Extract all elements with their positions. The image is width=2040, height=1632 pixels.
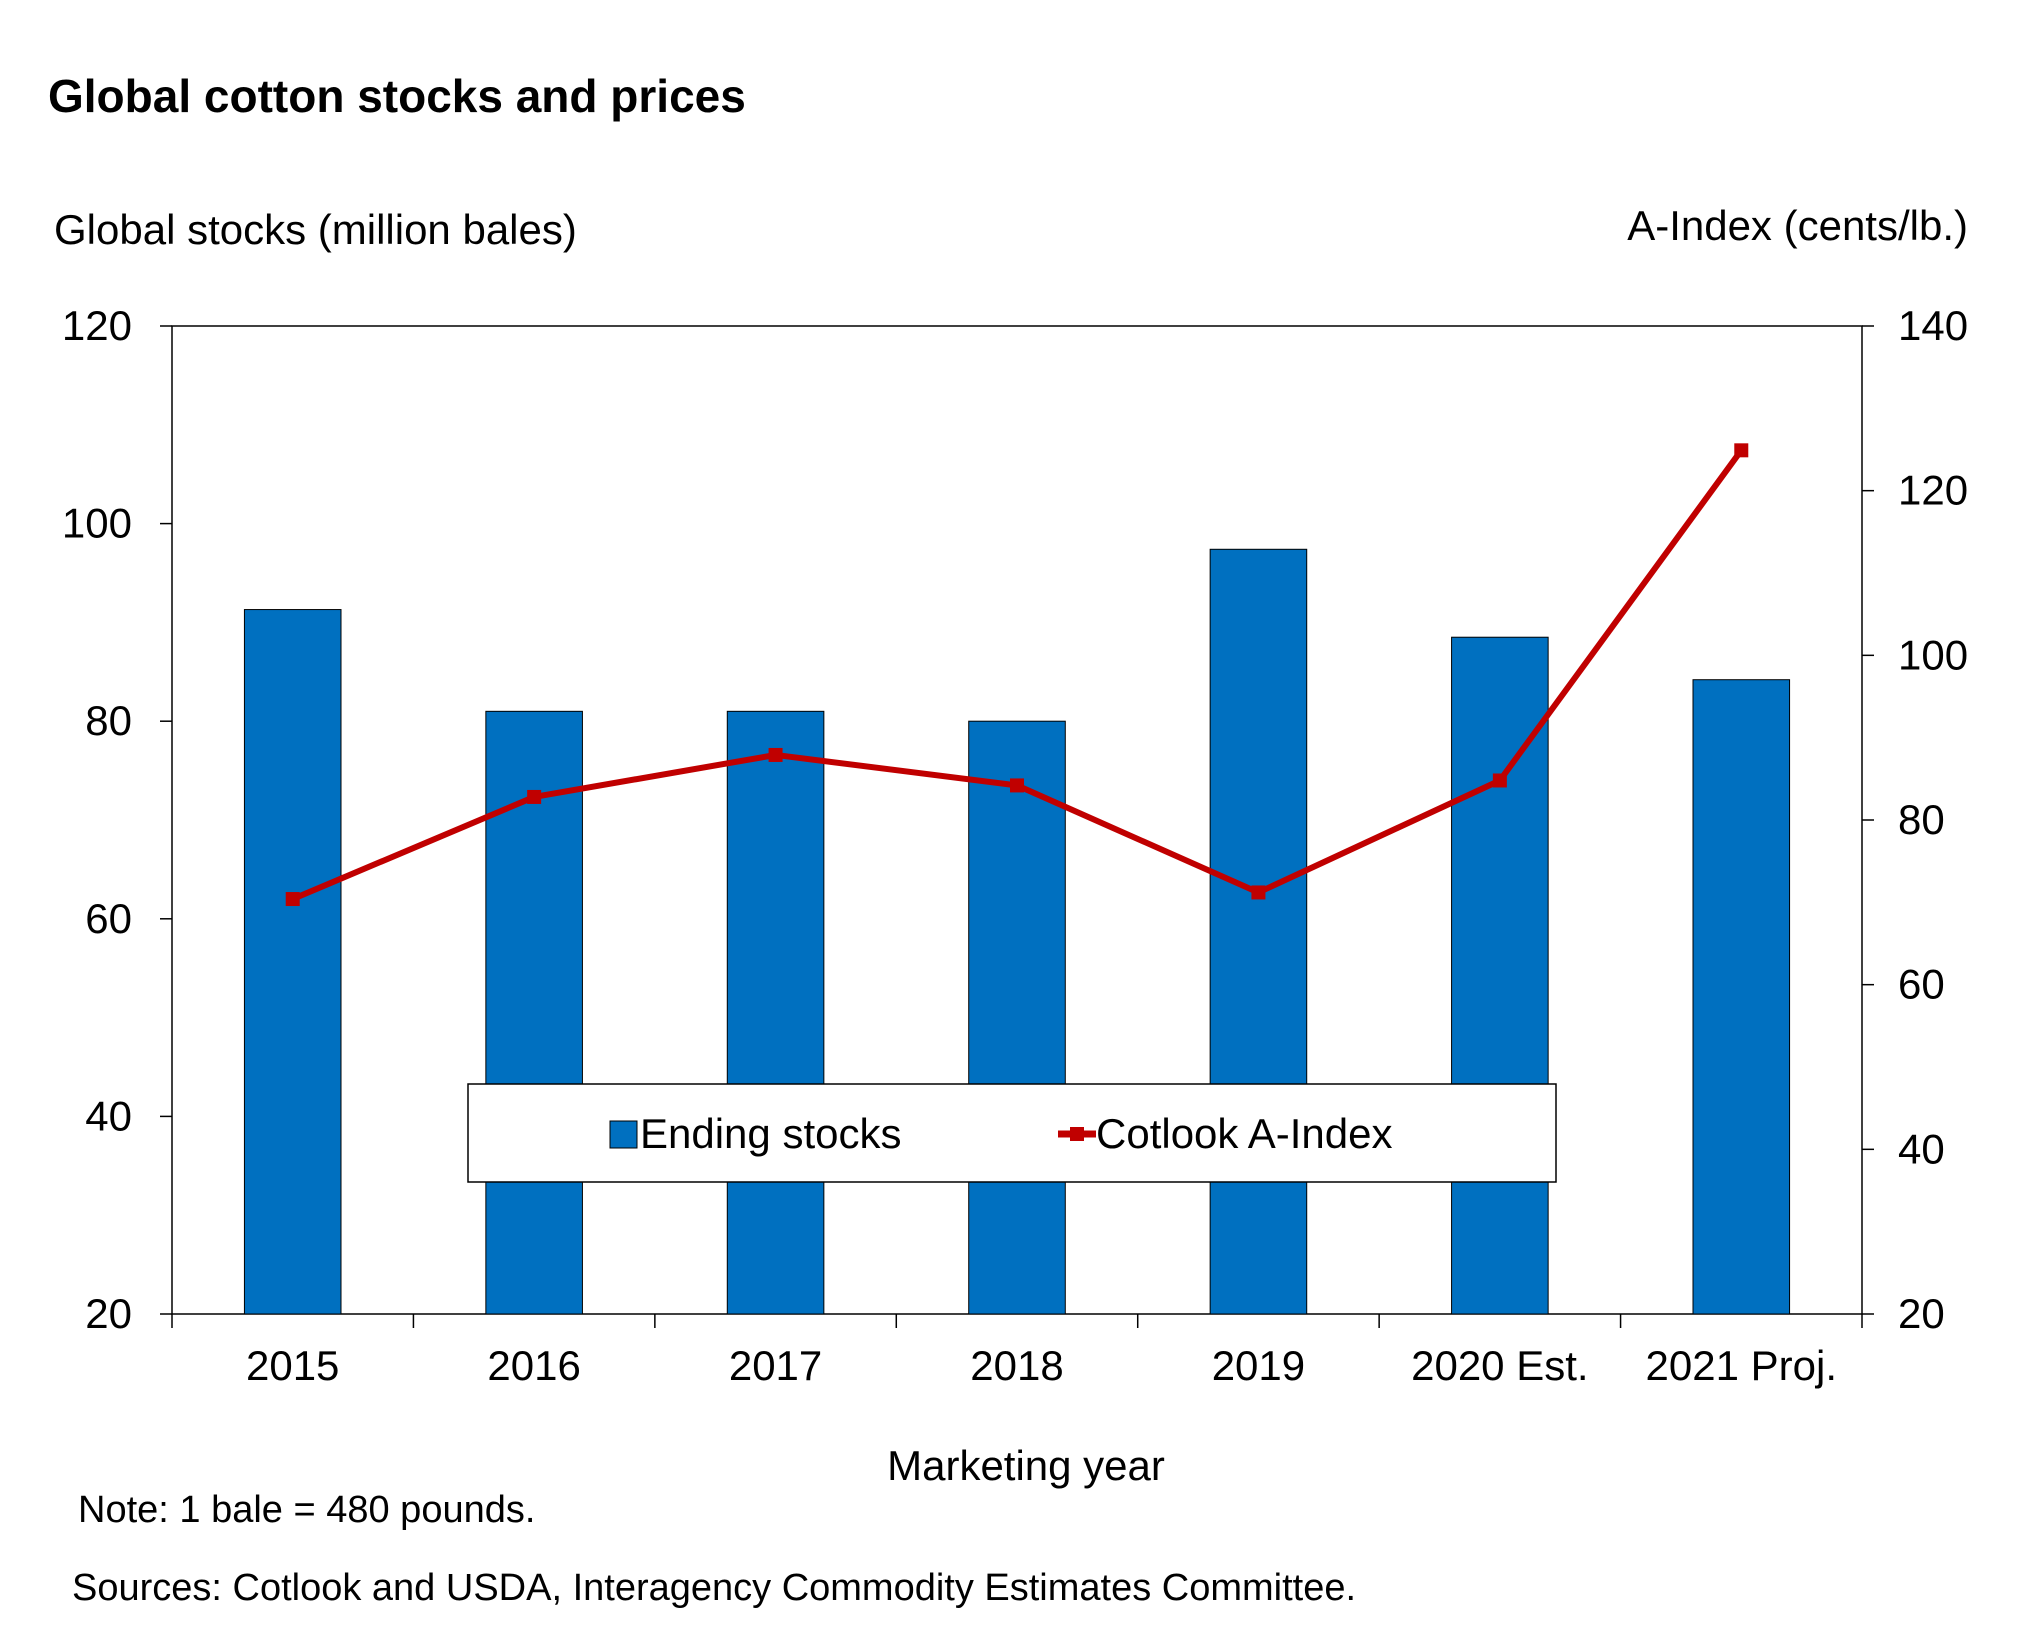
axes: 20 40 60 80 100 120 20 40 60 80 100 120 140 2015 2016 2… (62, 302, 1968, 1389)
right-tick-label: 100 (1898, 631, 1968, 678)
x-tick-label: 2017 (729, 1342, 822, 1389)
point-cotlook-a-index (1492, 773, 1507, 788)
note-text: Note: 1 bale = 480 pounds. (78, 1489, 535, 1531)
point-cotlook-a-index (285, 892, 300, 907)
line-series (285, 443, 1749, 907)
bar-ending-stocks (1451, 636, 1549, 1315)
legend-label-ending-stocks: Ending stocks (640, 1110, 901, 1157)
right-tick-label: 80 (1898, 796, 1945, 843)
legend-label-cotlook: Cotlook A-Index (1096, 1110, 1393, 1157)
bar-ending-stocks (243, 609, 342, 1315)
sources-text: Sources: Cotlook and USDA, Interagency C… (72, 1567, 1356, 1609)
left-tick-label: 40 (85, 1092, 132, 1139)
legend: Ending stocks Cotlook A-Index (467, 1083, 1557, 1183)
point-cotlook-a-index (1734, 443, 1749, 458)
point-cotlook-a-index (527, 789, 542, 804)
right-tick-label: 120 (1898, 467, 1968, 514)
right-tick-label: 140 (1898, 302, 1968, 349)
right-tick-label: 60 (1898, 961, 1945, 1008)
point-cotlook-a-index (768, 747, 783, 762)
x-axis-title: Marketing year (887, 1442, 1165, 1489)
x-tick-label: 2016 (487, 1342, 580, 1389)
left-tick-label: 20 (85, 1290, 132, 1337)
bar-ending-stocks (1209, 548, 1308, 1315)
bar-ending-stocks (726, 710, 825, 1315)
right-tick-label: 40 (1898, 1125, 1945, 1172)
point-cotlook-a-index (1010, 778, 1024, 793)
left-tick-label: 100 (62, 500, 132, 547)
left-tick-label: 60 (85, 895, 132, 942)
x-tick-label: 2019 (1212, 1342, 1305, 1389)
bar-series (243, 548, 1791, 1315)
legend-box (467, 1083, 1557, 1183)
left-axis-title: Global stocks (million bales) (54, 206, 577, 253)
left-tick-label: 80 (85, 697, 132, 744)
bar-ending-stocks (968, 720, 1066, 1315)
x-tick-label: 2021 Proj. (1646, 1342, 1837, 1389)
x-tick-label: 2015 (246, 1342, 339, 1389)
legend-marker-cotlook (1070, 1127, 1084, 1141)
point-cotlook-a-index (1251, 885, 1266, 900)
chart-title: Global cotton stocks and prices (48, 70, 746, 122)
bar-ending-stocks (1692, 679, 1791, 1315)
legend-swatch-ending-stocks (609, 1120, 638, 1149)
right-tick-label: 20 (1898, 1290, 1945, 1337)
right-axis-title: A-Index (cents/lb.) (1627, 202, 1968, 249)
x-tick-label: 2020 Est. (1411, 1342, 1588, 1389)
x-tick-label: 2018 (970, 1342, 1063, 1389)
left-tick-label: 120 (62, 302, 132, 349)
